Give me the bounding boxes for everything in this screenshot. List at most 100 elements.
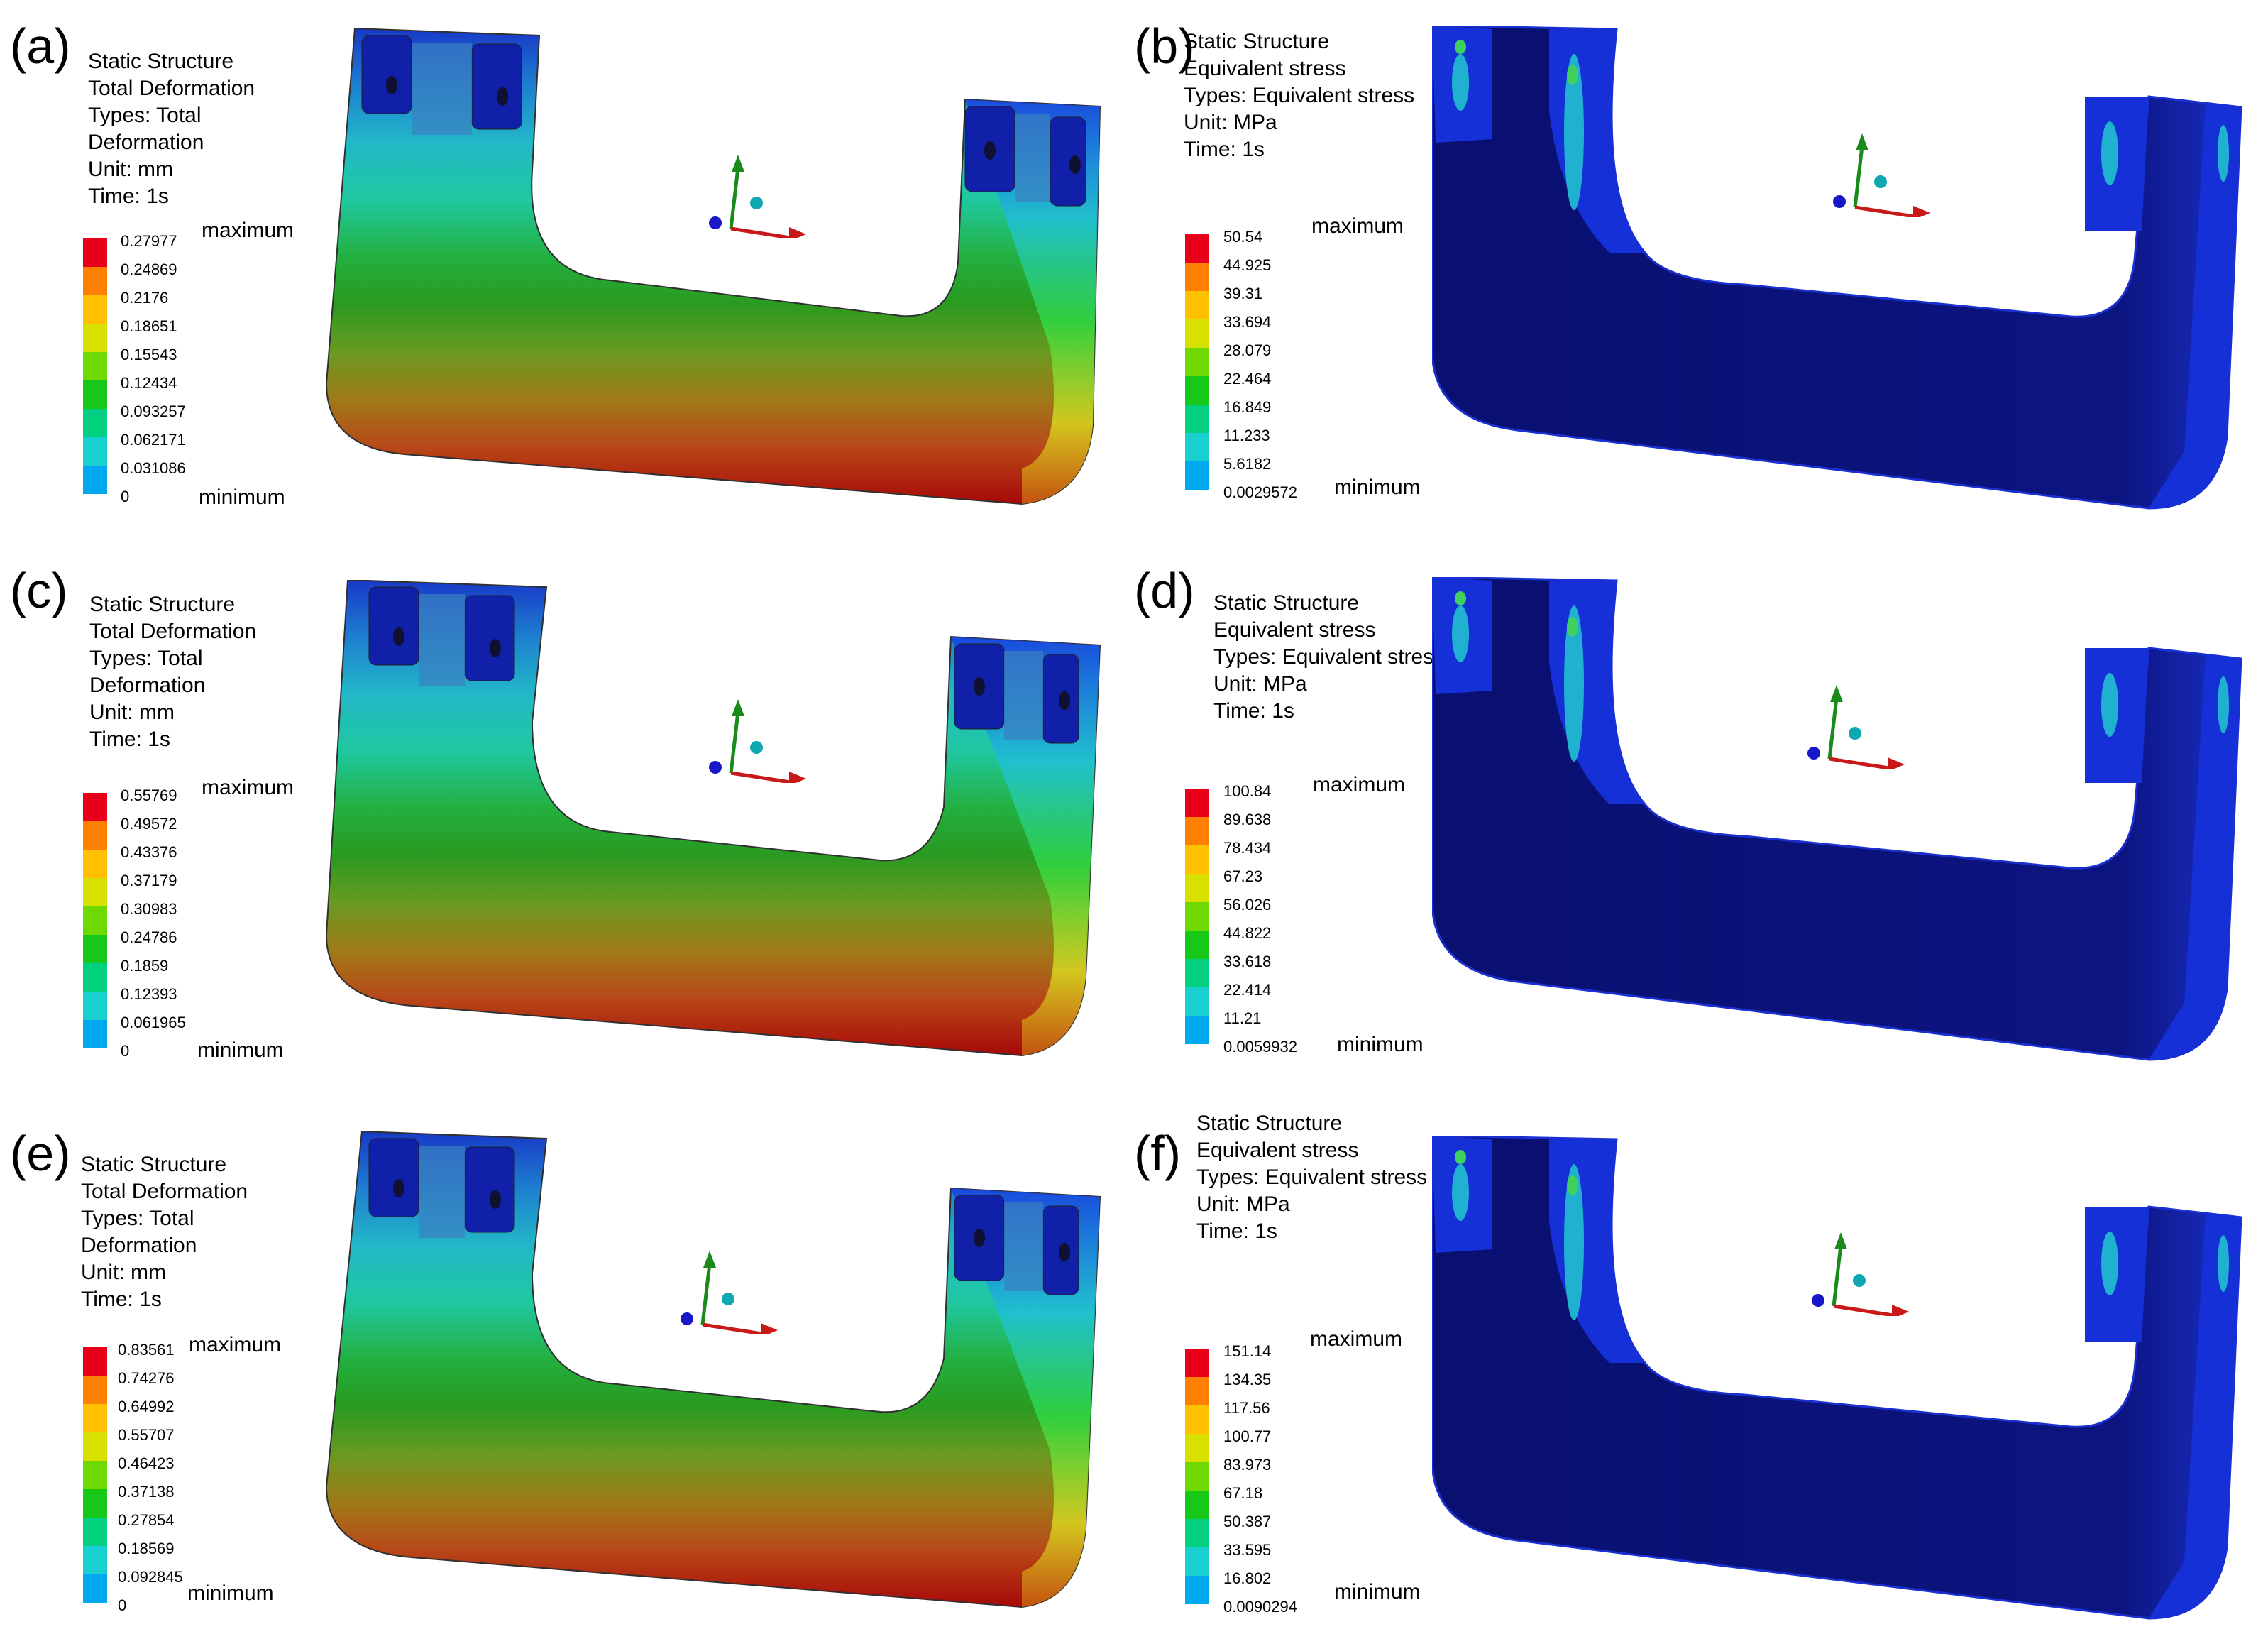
info-block: Static Structure Equivalent stress Types… (1196, 1110, 1427, 1245)
legend-max-label: maximum (202, 219, 294, 242)
legend-swatch (1185, 1491, 1209, 1519)
legend-swatch (83, 1546, 107, 1574)
legend-swatch (83, 878, 107, 906)
legend-swatch (83, 935, 107, 963)
legend-swatch (1185, 1377, 1209, 1405)
legend-swatch (1185, 1576, 1209, 1604)
panel-label: (a) (10, 18, 71, 74)
legend-swatch (1185, 376, 1209, 405)
info-line: Types: Total (89, 647, 203, 670)
legend-swatch (83, 793, 107, 821)
legend-swatch (1185, 902, 1209, 931)
legend-tick: 0.2176 (121, 289, 169, 307)
legend-tick: 0.031086 (121, 459, 186, 477)
legend-tick: 5.6182 (1223, 455, 1272, 473)
legend-swatch (83, 1347, 107, 1376)
panel-a: (a) Static Structure Total Deformation T… (0, 0, 1134, 544)
legend-swatch (1185, 1519, 1209, 1547)
legend-tick: 33.595 (1223, 1541, 1272, 1559)
color-legend (83, 238, 107, 494)
deformation-model (325, 1131, 1101, 1608)
legend-max-label: maximum (1311, 214, 1404, 238)
legend-min-label: minimum (197, 1038, 284, 1062)
legend-swatch (1185, 817, 1209, 845)
legend-swatch (1185, 1547, 1209, 1576)
axis-triad (709, 155, 806, 238)
legend-swatch (83, 963, 107, 992)
legend-tick: 117.56 (1223, 1399, 1270, 1417)
info-block: Static Structure Total Deformation Types… (89, 591, 256, 753)
legend-tick: 134.35 (1223, 1371, 1272, 1388)
info-line: Static Structure (81, 1153, 227, 1176)
legend-swatch (83, 466, 107, 494)
legend-tick: 0.12393 (121, 985, 177, 1003)
legend-tick: 0.1859 (121, 957, 169, 975)
panel-b: (b) Static Structure Equivalent stress T… (1134, 0, 2268, 544)
legend-tick: 0.55707 (118, 1426, 175, 1444)
info-line: Static Structure (88, 50, 234, 73)
legend-swatch (83, 267, 107, 295)
legend-tick: 0.55769 (121, 786, 177, 804)
legend-tick: 83.973 (1223, 1456, 1272, 1474)
info-line: Types: Total (88, 104, 202, 127)
legend-tick: 16.849 (1223, 398, 1272, 416)
legend-tick: 0.18651 (121, 317, 177, 335)
info-block: Static Structure Total Deformation Types… (88, 48, 255, 210)
legend-tick: 0.27854 (118, 1511, 175, 1529)
legend-tick: 44.925 (1223, 256, 1272, 274)
info-line: Static Structure (1196, 1112, 1343, 1135)
legend-swatch (1185, 319, 1209, 348)
legend-tick: 0.64992 (118, 1398, 175, 1415)
legend-tick: 44.822 (1223, 924, 1272, 942)
legend-max-label: maximum (202, 776, 294, 799)
legend-tick: 0.093257 (121, 402, 186, 420)
panel-label: (d) (1134, 563, 1195, 618)
legend-tick: 0.43376 (121, 843, 177, 861)
legend-tick: 0.37138 (118, 1483, 175, 1501)
info-line: Static Structure (1184, 30, 1330, 53)
axis-triad (681, 1251, 778, 1334)
panel-label: (c) (10, 563, 68, 618)
legend-tick: 0.0090294 (1223, 1598, 1297, 1616)
legend-tick: 0.49572 (121, 815, 177, 833)
legend-min-label: minimum (199, 486, 285, 509)
stress-model (1432, 577, 2242, 1061)
legend-tick: 0.27977 (121, 232, 177, 250)
legend-swatch (83, 821, 107, 850)
stress-model (1432, 1136, 2242, 1620)
legend-tick: 78.434 (1223, 839, 1272, 857)
legend-swatch (83, 1518, 107, 1546)
info-block: Static Structure Total Deformation Types… (81, 1151, 248, 1313)
legend-swatch (1185, 987, 1209, 1016)
legend-swatch (1185, 234, 1209, 263)
legend-swatch (83, 295, 107, 324)
info-line: Time: 1s (1213, 699, 1294, 723)
legend-min-label: minimum (187, 1581, 274, 1605)
legend-swatch (1185, 433, 1209, 461)
legend-tick: 11.233 (1223, 427, 1270, 444)
legend-tick: 22.464 (1223, 370, 1272, 388)
legend-swatch (1185, 291, 1209, 319)
info-line: Equivalent stress (1196, 1139, 1359, 1162)
legend-tick: 0.092845 (118, 1568, 183, 1586)
info-block: Static Structure Equivalent stress Types… (1213, 590, 1444, 725)
info-line: Total Deformation (89, 620, 257, 643)
legend-tick: 0.46423 (118, 1454, 175, 1472)
info-line: Unit: mm (89, 701, 175, 724)
legend-tick: 0.24786 (121, 928, 177, 946)
legend-min-label: minimum (1334, 476, 1421, 499)
legend-ticks: 0.27977 0.24869 0.2176 0.18651 0.15543 0… (121, 227, 186, 511)
info-line: Types: Equivalent stress (1184, 84, 1415, 107)
legend-tick: 67.18 (1223, 1484, 1263, 1502)
legend-tick: 33.618 (1223, 953, 1272, 970)
legend-swatch (1185, 874, 1209, 902)
legend-tick: 0 (121, 1042, 130, 1060)
legend-swatch (1185, 461, 1209, 490)
legend-swatch (83, 906, 107, 935)
axis-triad (1812, 1232, 1909, 1316)
legend-swatch (1185, 1016, 1209, 1044)
legend-swatch (83, 409, 107, 437)
legend-tick: 0.12434 (121, 374, 177, 392)
legend-tick: 100.77 (1223, 1427, 1272, 1445)
info-line: Unit: mm (81, 1261, 166, 1284)
